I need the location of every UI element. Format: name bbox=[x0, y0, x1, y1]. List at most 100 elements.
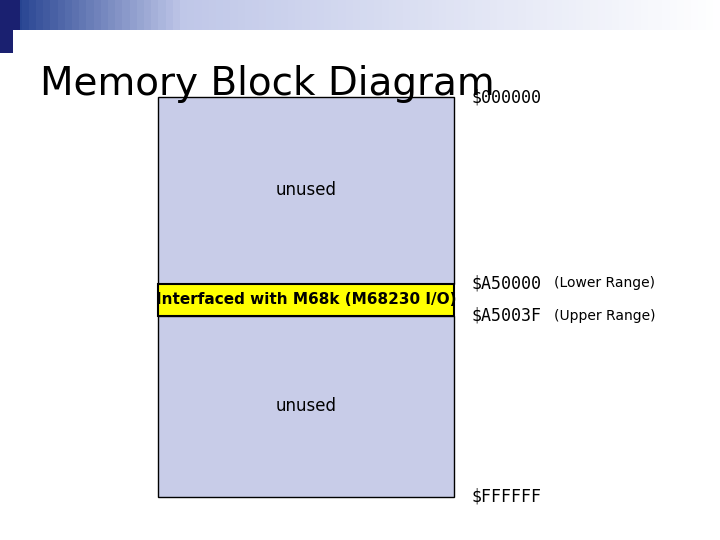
Bar bbox=[187, 0, 196, 30]
Bar bbox=[65, 0, 73, 30]
Bar bbox=[173, 0, 181, 30]
Bar bbox=[194, 0, 203, 30]
Bar bbox=[22, 0, 30, 30]
Bar bbox=[619, 0, 628, 30]
Bar bbox=[641, 0, 649, 30]
Text: Memory Block Diagram: Memory Block Diagram bbox=[40, 65, 494, 103]
Bar bbox=[72, 0, 81, 30]
Bar bbox=[425, 0, 433, 30]
Bar bbox=[698, 0, 707, 30]
Bar bbox=[454, 0, 462, 30]
Bar bbox=[209, 0, 217, 30]
Text: $A5003F: $A5003F bbox=[472, 307, 541, 325]
Bar bbox=[245, 0, 253, 30]
Bar bbox=[626, 0, 635, 30]
Bar bbox=[576, 0, 585, 30]
Bar bbox=[389, 0, 397, 30]
Bar bbox=[266, 0, 275, 30]
Bar bbox=[504, 0, 513, 30]
Bar bbox=[482, 0, 491, 30]
Bar bbox=[79, 0, 88, 30]
Bar bbox=[324, 0, 333, 30]
Bar bbox=[115, 0, 124, 30]
Bar bbox=[0, 0, 9, 30]
Bar bbox=[101, 0, 109, 30]
Text: $000000: $000000 bbox=[472, 88, 541, 106]
Bar bbox=[706, 0, 714, 30]
Bar bbox=[166, 0, 174, 30]
Bar bbox=[554, 0, 563, 30]
Bar bbox=[158, 97, 454, 284]
Text: unused: unused bbox=[276, 181, 336, 199]
Bar bbox=[670, 0, 678, 30]
Bar bbox=[691, 0, 700, 30]
Bar bbox=[158, 284, 454, 316]
Bar bbox=[238, 0, 246, 30]
Bar bbox=[0, 30, 13, 53]
Bar bbox=[598, 0, 606, 30]
Bar bbox=[497, 0, 505, 30]
Bar bbox=[511, 0, 520, 30]
Bar bbox=[540, 0, 549, 30]
Bar bbox=[317, 0, 325, 30]
Text: $FFFFFF: $FFFFFF bbox=[472, 488, 541, 506]
Bar bbox=[403, 0, 412, 30]
Bar bbox=[50, 0, 59, 30]
Bar bbox=[713, 0, 720, 30]
Bar bbox=[216, 0, 225, 30]
Bar bbox=[353, 0, 361, 30]
Bar bbox=[94, 0, 102, 30]
Bar bbox=[302, 0, 311, 30]
Text: (Upper Range): (Upper Range) bbox=[554, 309, 656, 323]
Bar bbox=[346, 0, 354, 30]
Bar bbox=[158, 0, 167, 30]
Bar bbox=[338, 0, 347, 30]
Bar bbox=[130, 0, 138, 30]
Bar bbox=[295, 0, 304, 30]
Bar bbox=[475, 0, 484, 30]
Text: unused: unused bbox=[276, 397, 336, 415]
Bar bbox=[490, 0, 498, 30]
Bar bbox=[526, 0, 534, 30]
Bar bbox=[360, 0, 369, 30]
Bar bbox=[310, 0, 318, 30]
Bar bbox=[396, 0, 405, 30]
Bar bbox=[562, 0, 570, 30]
Bar bbox=[439, 0, 448, 30]
Bar bbox=[518, 0, 527, 30]
Bar bbox=[43, 0, 52, 30]
Bar bbox=[418, 0, 426, 30]
Bar bbox=[252, 0, 261, 30]
Bar bbox=[684, 0, 693, 30]
Bar bbox=[533, 0, 541, 30]
Bar bbox=[7, 0, 16, 30]
Bar bbox=[0, 0, 20, 30]
Text: (Lower Range): (Lower Range) bbox=[554, 276, 655, 291]
Bar bbox=[655, 0, 664, 30]
Bar bbox=[612, 0, 621, 30]
Bar bbox=[223, 0, 232, 30]
Bar bbox=[382, 0, 390, 30]
Bar bbox=[446, 0, 455, 30]
Bar bbox=[634, 0, 642, 30]
Bar bbox=[151, 0, 160, 30]
Bar bbox=[144, 0, 153, 30]
Bar bbox=[122, 0, 131, 30]
Bar bbox=[274, 0, 282, 30]
Text: Interfaced with M68k (M68230 I/O): Interfaced with M68k (M68230 I/O) bbox=[156, 292, 456, 307]
Bar bbox=[590, 0, 599, 30]
Bar bbox=[569, 0, 577, 30]
Bar bbox=[461, 0, 469, 30]
Bar bbox=[374, 0, 383, 30]
Bar bbox=[36, 0, 45, 30]
Bar bbox=[29, 0, 37, 30]
Bar bbox=[86, 0, 95, 30]
Bar bbox=[468, 0, 477, 30]
Bar bbox=[583, 0, 592, 30]
Bar bbox=[367, 0, 376, 30]
Bar bbox=[677, 0, 685, 30]
Bar bbox=[288, 0, 297, 30]
Text: $A50000: $A50000 bbox=[472, 274, 541, 293]
Bar bbox=[281, 0, 289, 30]
Bar bbox=[331, 0, 340, 30]
